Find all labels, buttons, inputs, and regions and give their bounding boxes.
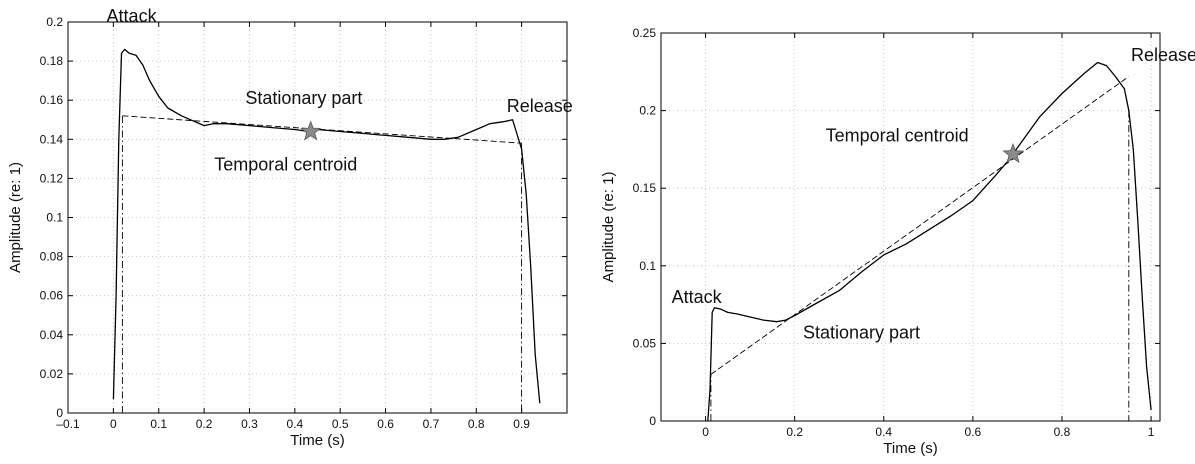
panel-1-series-envelope	[112, 48, 541, 404]
panel-1-annotation-stationary-part: Stationary part	[245, 88, 362, 108]
panel-1-series-stationary-fit	[122, 115, 522, 144]
panel-2-ytick-label-1: 0.05	[633, 336, 657, 350]
panel-1-xtick-label-3: 0.2	[196, 417, 213, 431]
panel-1-xtick-label-7: 0.6	[377, 417, 394, 431]
panel-1-xtick-label-8: 0.7	[423, 417, 440, 431]
panel-1-xtick-label-1: 0	[110, 417, 117, 431]
panel-1-ytick-label-6: 0.12	[40, 171, 64, 185]
panel-2-ytick-label-0: 0	[649, 414, 656, 428]
panel-2-xtick-label-0: 0	[702, 425, 709, 439]
panel-2-xtick-label-2: 0.4	[875, 425, 892, 439]
panel-2-annotation-temporal-centroid: Temporal centroid	[826, 126, 969, 146]
panel-1-ytick-label-3: 0.06	[40, 289, 64, 303]
panel-1-ytick-label-5: 0.1	[46, 211, 63, 225]
panel-1-ytick-label-7: 0.14	[40, 132, 64, 146]
panel-2-series-envelope	[707, 61, 1152, 422]
panel-1-annotation-temporal-centroid: Temporal centroid	[214, 155, 357, 175]
panel-2-xtick-label-5: 1	[1148, 425, 1155, 439]
panel-1: –0.1 0 0.1 0.2 0.3 0.4 0.5 0.6 0.7 0.8 0.900.020.0…	[7, 6, 573, 449]
panel-2-ytick-label-2: 0.1	[639, 259, 656, 273]
panel-1-xtick-label-2: 0.1	[150, 417, 167, 431]
panel-2-xtick-label-1: 0.2	[786, 425, 803, 439]
panel-2-ytick-label-5: 0.25	[633, 26, 657, 40]
panel-2-annotation-release: Release	[1131, 45, 1195, 65]
panel-1-xtick-label-5: 0.4	[286, 417, 303, 431]
panel-2-xtick-label-3: 0.6	[965, 425, 982, 439]
panel-1-ytick-label-8: 0.16	[40, 93, 64, 107]
panel-2-axes-frame	[660, 32, 1161, 422]
panel-1-xlabel: Time (s)	[290, 432, 344, 449]
panel-1-annotation-attack: Attack	[107, 6, 158, 26]
panel-1-temporal-centroid-star	[300, 120, 322, 141]
panel-2-ytick-label-4: 0.2	[639, 104, 656, 118]
panel-1-xtick-label-10: 0.9	[513, 417, 530, 431]
panel-1-ytick-label-2: 0.04	[40, 328, 64, 342]
panel-1-xtick-label-4: 0.3	[241, 417, 258, 431]
panel-1-ytick-label-1: 0.02	[40, 367, 64, 381]
panel-2-temporal-centroid-star	[1002, 142, 1024, 164]
panel-2-series-stationary-fit	[710, 76, 1130, 375]
panel-1-ytick-label-4: 0.08	[40, 250, 64, 264]
panel-1-ytick-label-0: 0	[56, 406, 63, 420]
panel-1-ytick-label-9: 0.18	[40, 54, 64, 68]
panel-2-ylabel: Amplitude (re: 1)	[600, 172, 617, 283]
panel-2: 0 0.2 0.4 0.6 0.8 1 0 0.05 0.1 0.15 0.2 0.25 Time (s…	[600, 26, 1195, 457]
panel-1-ytick-label-10: 0.2	[46, 15, 63, 29]
panel-1-ylabel: Amplitude (re: 1)	[7, 162, 24, 273]
panel-2-annotation-stationary-part: Stationary part	[803, 323, 920, 343]
panel-1-xtick-label-6: 0.5	[332, 417, 349, 431]
panel-2-annotation-attack: Attack	[672, 287, 723, 307]
panel-2-ytick-label-3: 0.15	[633, 181, 657, 195]
panel-2-xlabel: Time (s)	[883, 440, 937, 457]
panel-1-xtick-label-9: 0.8	[468, 417, 485, 431]
panel-2-xtick-label-4: 0.8	[1054, 425, 1071, 439]
panel-1-xtick-label-0: –0.1	[56, 417, 80, 431]
panel-1-annotation-release: Release	[507, 96, 573, 116]
